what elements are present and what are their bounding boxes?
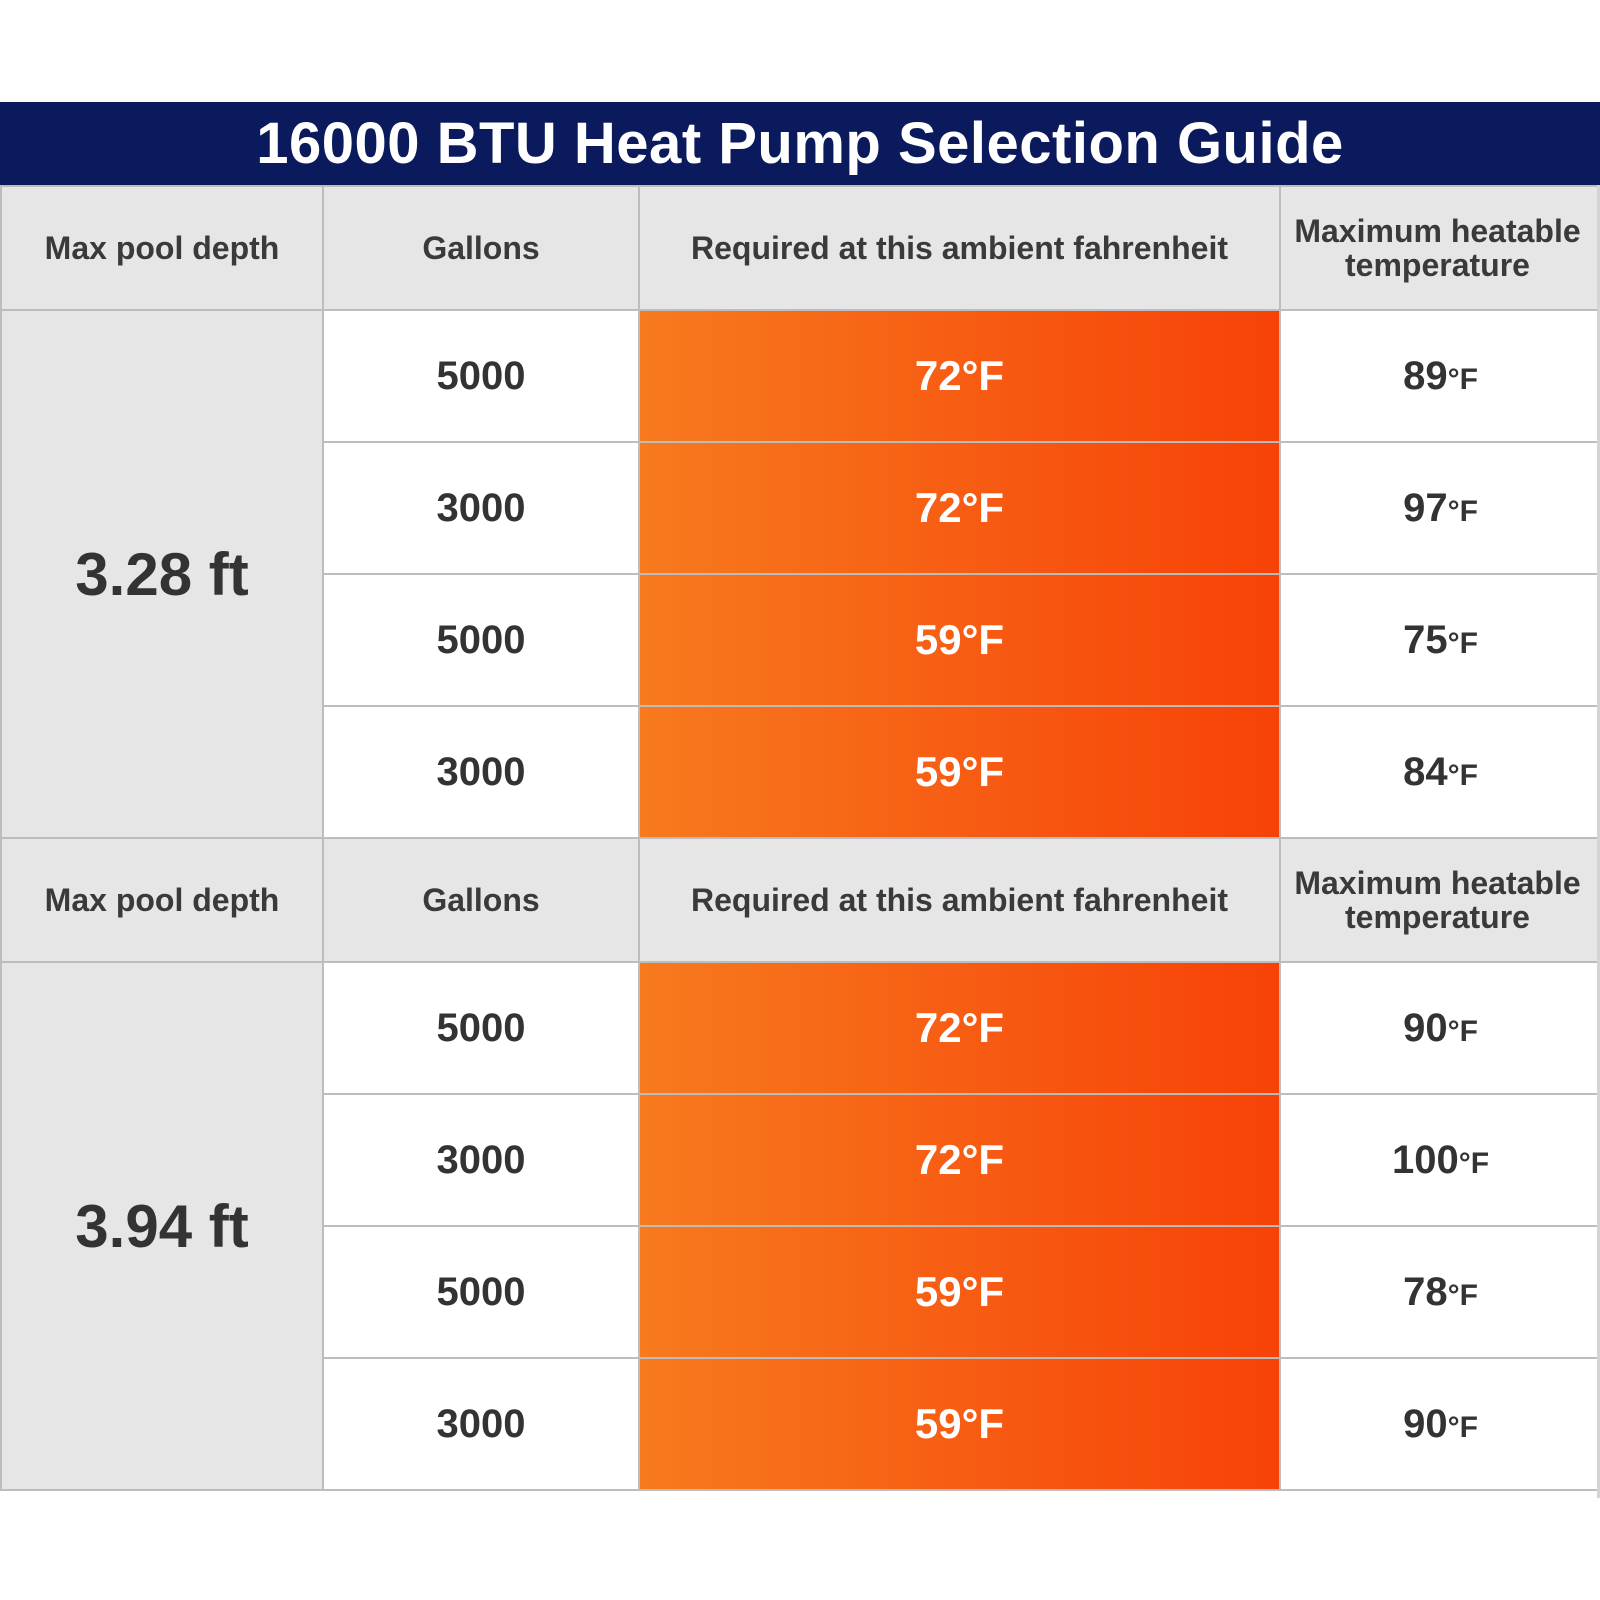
- table-row: 3000 72°F 97°F: [1, 441, 1600, 575]
- gallons-cell: 3000: [322, 1357, 640, 1491]
- gallons-cell: 5000: [322, 1225, 640, 1359]
- header-row: Max pool depth Gallons Required at this …: [0, 837, 1600, 963]
- max-temp-value: 97: [1403, 485, 1448, 530]
- max-temp-value: 89: [1403, 353, 1448, 398]
- ambient-cell: 72°F: [638, 1093, 1281, 1227]
- max-temp-value: 90: [1403, 1005, 1448, 1050]
- max-temp-unit: °F: [1447, 1278, 1478, 1312]
- max-temp-cell: 78°F: [1279, 1225, 1600, 1359]
- max-temp-cell: 84°F: [1279, 705, 1600, 839]
- table-row: 3.28 ft 5000 72°F 89°F: [0, 309, 1600, 839]
- max-temp-unit: °F: [1447, 494, 1478, 528]
- header-gallons: Gallons: [322, 837, 640, 963]
- table-row: 5000 59°F 75°F: [1, 573, 1600, 707]
- max-temp-cell: 90°F: [1279, 1357, 1600, 1491]
- gallons-cell: 3000: [322, 705, 640, 839]
- header-ambient: Required at this ambient fahrenheit: [638, 837, 1281, 963]
- max-temp-value: 75: [1403, 617, 1448, 662]
- max-temp-unit: °F: [1447, 362, 1478, 396]
- max-temp-unit: °F: [1447, 1410, 1478, 1444]
- max-temp-unit: °F: [1447, 626, 1478, 660]
- header-depth: Max pool depth: [0, 185, 324, 311]
- header-gallons: Gallons: [322, 185, 640, 311]
- gallons-cell: 5000: [322, 309, 640, 443]
- max-temp-unit: °F: [1458, 1146, 1490, 1180]
- gallons-cell: 3000: [322, 441, 640, 575]
- header-max-temp: Maximum heatable temperature: [1279, 185, 1600, 311]
- ambient-cell: 72°F: [638, 961, 1281, 1095]
- selection-table: Max pool depth Gallons Required at this …: [0, 185, 1600, 1491]
- max-temp-cell: 97°F: [1279, 441, 1600, 575]
- ambient-cell: 59°F: [638, 1225, 1281, 1359]
- max-temp-cell: 90°F: [1279, 961, 1600, 1095]
- guide-title: 16000 BTU Heat Pump Selection Guide: [0, 102, 1600, 185]
- table-right-edge: [1597, 185, 1600, 1498]
- table-row: 3000 59°F 84°F: [1, 705, 1600, 839]
- max-temp-cell: 100°F: [1279, 1093, 1600, 1227]
- depth-cell: 3.94 ft: [0, 961, 324, 1491]
- max-temp-value: 78: [1403, 1269, 1448, 1314]
- ambient-cell: 72°F: [638, 441, 1281, 575]
- ambient-cell: 72°F: [638, 309, 1281, 443]
- ambient-cell: 59°F: [638, 705, 1281, 839]
- header-max-temp: Maximum heatable temperature: [1279, 837, 1600, 963]
- table-row: 3.94 ft 5000 72°F 90°F: [0, 961, 1600, 1491]
- table-row: 5000 59°F 78°F: [1, 1225, 1600, 1359]
- max-temp-unit: °F: [1447, 758, 1478, 792]
- max-temp-unit: °F: [1447, 1014, 1478, 1048]
- header-depth: Max pool depth: [0, 837, 324, 963]
- depth-cell: 3.28 ft: [0, 309, 324, 839]
- gallons-cell: 3000: [322, 1093, 640, 1227]
- max-temp-value: 90: [1403, 1401, 1448, 1446]
- max-temp-cell: 75°F: [1279, 573, 1600, 707]
- max-temp-value: 84: [1403, 749, 1448, 794]
- selection-guide: 16000 BTU Heat Pump Selection Guide Max …: [0, 102, 1600, 1491]
- header-ambient: Required at this ambient fahrenheit: [638, 185, 1281, 311]
- ambient-cell: 59°F: [638, 1357, 1281, 1491]
- max-temp-cell: 89°F: [1279, 309, 1600, 443]
- header-row: Max pool depth Gallons Required at this …: [0, 185, 1600, 311]
- table-row: 3000 72°F 100°F: [1, 1093, 1600, 1227]
- max-temp-value: 100: [1391, 1137, 1459, 1182]
- gallons-cell: 5000: [322, 573, 640, 707]
- table-row: 3000 59°F 90°F: [1, 1357, 1600, 1491]
- gallons-cell: 5000: [322, 961, 640, 1095]
- ambient-cell: 59°F: [638, 573, 1281, 707]
